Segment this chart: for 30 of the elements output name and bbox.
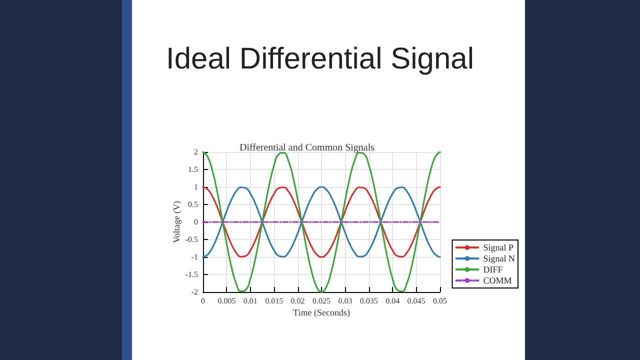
x-tick-label: 0.04: [386, 296, 400, 306]
chart-title: Ideal Differential Signal: [166, 42, 474, 76]
line-series: [202, 151, 441, 293]
y-tick-label: -0.5: [185, 235, 198, 244]
legend-label: Signal P: [483, 242, 514, 252]
y-tick-label: 1.5: [188, 165, 198, 174]
x-tick-label: 0.035: [360, 296, 378, 306]
chart-subtitle: Differential and Common Signals: [239, 142, 375, 154]
legend-label: Signal N: [483, 254, 516, 264]
y-axis-title: Voltage (V): [172, 200, 182, 244]
x-tick-label: 0.05: [433, 296, 447, 306]
x-tick-label: 0.03: [338, 296, 352, 306]
x-tick-label: 0.02: [290, 296, 305, 306]
x-tick-label: 0.005: [218, 296, 236, 306]
x-tick-label: 0.025: [312, 296, 330, 306]
y-tick-label: 0: [194, 218, 198, 226]
y-tick-label: 2: [194, 148, 198, 156]
legend-label: COMM: [483, 276, 512, 286]
legend-label: DIFF: [483, 264, 503, 274]
line-series: [202, 186, 441, 258]
y-tick-label: -1: [191, 252, 198, 262]
x-axis-title: Time (Seconds): [293, 308, 350, 318]
y-tick-label: -1.5: [185, 270, 198, 279]
x-tick-label: 0.045: [407, 296, 426, 306]
x-tick-label: 0.01: [243, 296, 258, 306]
x-tick-label: 0.015: [265, 296, 284, 306]
y-tick-label: 1: [194, 182, 198, 192]
x-tick-label: 0: [201, 296, 205, 306]
y-tick-label: -2: [191, 288, 198, 296]
y-tick-label: 0.5: [188, 200, 198, 209]
